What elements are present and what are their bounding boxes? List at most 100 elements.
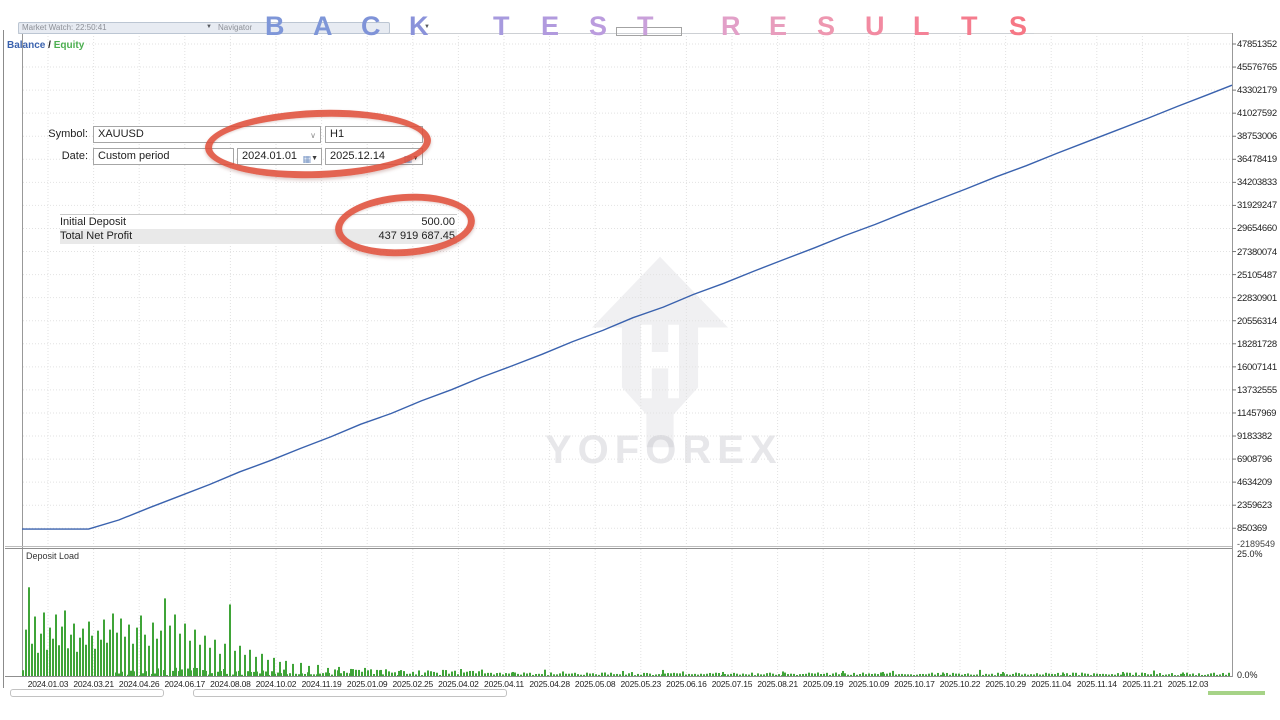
y-axis-tick-label: 41027592 (1237, 108, 1277, 120)
deposit-load-title: Deposit Load (26, 551, 80, 561)
title-letter: E (541, 11, 560, 41)
initial-deposit-label: Initial Deposit (60, 216, 127, 228)
dropdown-arrow-icon[interactable]: ▼ (412, 155, 419, 162)
chevron-down-icon[interactable]: ∨ (310, 131, 316, 140)
title-letter: T (637, 11, 654, 41)
bottom-ui-remnant (193, 689, 507, 697)
x-axis-tick-label: 2025.06.16 (666, 679, 707, 689)
timeframe-field[interactable]: H1 (325, 126, 423, 143)
y-axis-tick-label: 38753006 (1237, 131, 1277, 143)
navigator-label[interactable]: Navigator (218, 23, 253, 32)
period-select[interactable]: Custom period (93, 148, 234, 165)
date-from-picker[interactable]: 2024.01.01 ▦▼ (237, 148, 322, 165)
total-net-profit-label: Total Net Profit (60, 230, 133, 242)
x-axis-tick-label: 2024.03.21 (73, 679, 114, 689)
y-axis-tick-label: 22830901 (1237, 292, 1277, 304)
title-letter: T (961, 11, 978, 41)
legend-separator: / (45, 40, 54, 51)
title-letter: L (913, 11, 930, 41)
y-axis-tick-label: 29654660 (1237, 223, 1277, 235)
symbol-value: XAUUSD (98, 128, 144, 140)
y-axis-tick-label: 31929247 (1237, 200, 1277, 212)
title-letter: U (865, 11, 885, 41)
initial-deposit-value: 500.00 (421, 216, 455, 228)
x-axis-tick-label: 2025.05.23 (620, 679, 662, 689)
x-axis-tick-label: 2024.10.02 (255, 679, 297, 689)
symbol-label: Symbol: (48, 128, 88, 140)
y-axis-tick-label: 4634209 (1237, 477, 1272, 489)
x-axis-tick-label: 2025.10.29 (985, 679, 1026, 689)
bottom-ui-remnant (10, 689, 164, 697)
title-letter: S (817, 11, 836, 41)
title-letter: B (265, 11, 285, 41)
y-axis-tick-label: 27380074 (1237, 246, 1277, 258)
date-to-value: 2025.12.14 (330, 150, 386, 162)
title-letter: A (313, 11, 333, 41)
x-axis-tick-label: 2025.10.17 (894, 679, 935, 689)
date-to-picker[interactable]: 2025.12.14 ▦▼ (325, 148, 423, 165)
market-watch-label[interactable]: Market Watch: 22:50:41 (22, 23, 107, 32)
y-axis-tick-label: 36478419 (1237, 154, 1277, 166)
toolbar-strip (18, 22, 1034, 34)
legend-balance[interactable]: Balance (7, 40, 46, 51)
y-axis-tick-label: 11457969 (1237, 407, 1277, 419)
calendar-icon[interactable]: ▦ (302, 154, 312, 164)
x-axis-tick-label: 2025.11.14 (1076, 679, 1117, 689)
y-axis-tick-label: 16007141 (1237, 361, 1277, 373)
x-axis-tick-label: 2025.10.09 (848, 679, 890, 689)
y-axis-tick-label: 45576765 (1237, 62, 1277, 74)
dropdown-arrow-icon[interactable]: ▼ (206, 24, 212, 30)
calendar-icon[interactable]: ▦ (403, 154, 413, 164)
x-axis-tick-label: 2025.12.03 (1167, 679, 1209, 689)
y-axis-tick-label: 18281728 (1237, 338, 1277, 350)
period-value: Custom period (98, 150, 170, 162)
x-axis-tick-label: 2024.04.26 (118, 679, 160, 689)
y-axis-tick-label: 2359623 (1237, 500, 1272, 512)
yoforex-logo-watermark (592, 256, 728, 448)
x-axis-tick-label: 2025.10.22 (939, 679, 981, 689)
x-axis-tick-label: 2025.09.19 (802, 679, 844, 689)
window-left-edge (3, 30, 4, 688)
toolbar-button-outline[interactable] (616, 27, 682, 36)
watermark-text: YOFOREX (545, 428, 783, 472)
deposit-max-label: 25.0% (1237, 549, 1263, 559)
y-axis-tick-label: 9183382 (1237, 431, 1272, 443)
title-letter: S (589, 11, 608, 41)
y-axis-tick-label: 13732555 (1237, 384, 1277, 396)
symbol-select[interactable]: XAUUSD ∨ (93, 126, 321, 143)
y-axis-tick-label: 47851352 (1237, 39, 1277, 50)
dropdown-arrow-icon[interactable]: ▼ (311, 155, 318, 162)
date-to-icons[interactable]: ▦▼ (403, 151, 419, 164)
title-letter: R (721, 11, 741, 41)
x-axis-tick-label: 2025.04.02 (438, 679, 479, 689)
chart-legend: Balance / Equity (7, 40, 84, 51)
x-axis-tick-label: 2025.05.08 (574, 679, 616, 689)
date-from-icons[interactable]: ▦▼ (302, 151, 318, 164)
x-axis-tick-label: 2024.06.17 (164, 679, 206, 689)
x-axis-tick-label: 2025.04.11 (484, 679, 524, 689)
x-axis-tick-label: 2025.08.21 (757, 679, 798, 689)
toolbar-selected-segment[interactable] (18, 22, 390, 34)
date-from-value: 2024.01.01 (242, 150, 298, 162)
y-axis-tick-label: 34203833 (1237, 177, 1277, 189)
title-letter: E (769, 11, 788, 41)
legend-equity[interactable]: Equity (53, 40, 85, 51)
title-letter: C (361, 11, 381, 41)
summary-row-total-net-profit: Total Net Profit 437 919 687.45 (60, 229, 457, 244)
title-letter: T (493, 11, 510, 41)
x-axis-tick-label: 2025.11.21 (1122, 679, 1163, 689)
title-letter: S (1009, 11, 1028, 41)
dropdown-arrow-icon[interactable]: ▼ (424, 24, 430, 30)
x-axis-tick-label: 2024.08.08 (210, 679, 251, 689)
x-axis-tick-label: 2024.11.19 (301, 679, 342, 689)
x-axis-tick-label: 2025.04.28 (529, 679, 570, 689)
x-axis-tick-label: 2025.07.15 (711, 679, 753, 689)
deposit-min-label: 0.0% (1237, 670, 1258, 680)
total-net-profit-value: 437 919 687.45 (378, 230, 455, 242)
x-axis-tick-label: 2025.02.25 (392, 679, 434, 689)
timeframe-value: H1 (330, 128, 345, 140)
y-axis-tick-label: 20556314 (1237, 315, 1277, 327)
progress-strip (1208, 691, 1265, 695)
x-axis-tick-label: 2025.01.09 (346, 679, 388, 689)
